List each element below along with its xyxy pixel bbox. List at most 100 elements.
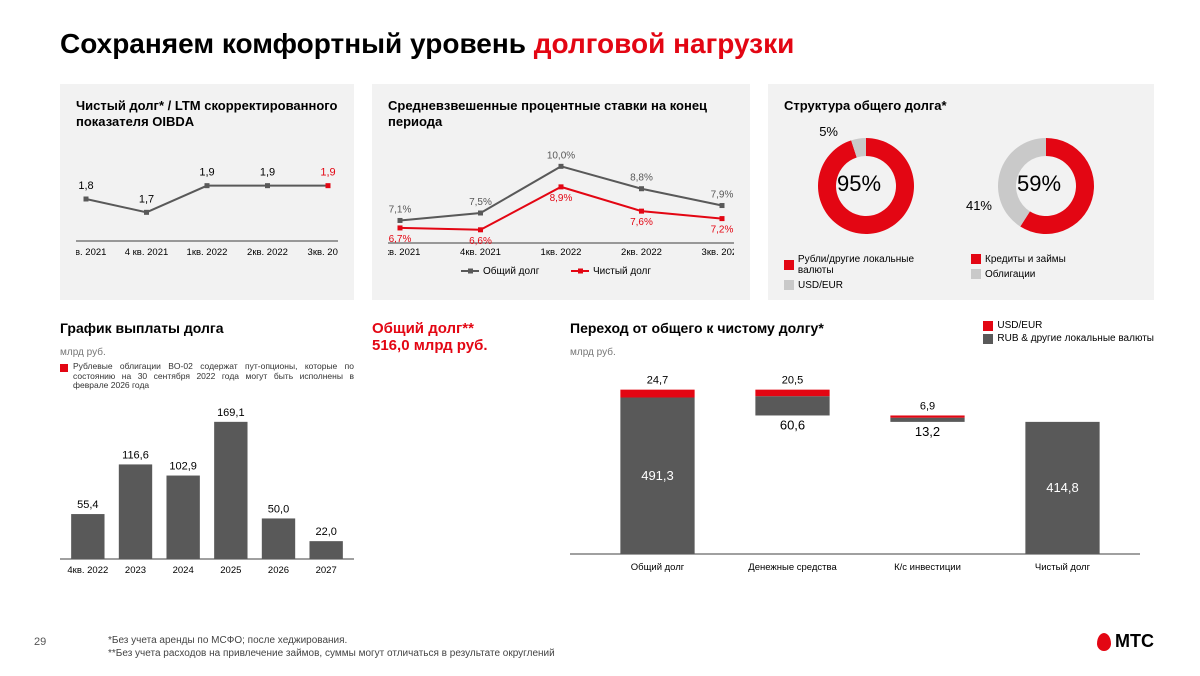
svg-text:13,2: 13,2 bbox=[915, 424, 940, 439]
svg-text:2кв. 2022: 2кв. 2022 bbox=[247, 247, 288, 258]
svg-text:К/с инвестиции: К/с инвестиции bbox=[894, 562, 961, 573]
svg-text:3кв. 2021: 3кв. 2021 bbox=[388, 247, 420, 258]
svg-text:414,8: 414,8 bbox=[1046, 480, 1079, 495]
donut-2-wrap: 41% 59% bbox=[964, 124, 1114, 244]
legend-item: USD/EUR bbox=[784, 280, 951, 291]
title-black: Сохраняем комфортный уровень bbox=[60, 28, 534, 59]
legend-item: Рубли/другие локальные валюты bbox=[784, 254, 951, 276]
svg-text:60,6: 60,6 bbox=[780, 417, 805, 432]
svg-text:22,0: 22,0 bbox=[315, 526, 336, 538]
svg-text:1,8: 1,8 bbox=[78, 180, 93, 192]
mts-logo: МТС bbox=[1097, 631, 1154, 652]
mts-logo-text: МТС bbox=[1115, 631, 1154, 652]
svg-text:7,5%: 7,5% bbox=[469, 197, 492, 208]
svg-text:169,1: 169,1 bbox=[217, 407, 245, 419]
panel5-legend: USD/EUR RUB & другие локальные валюты bbox=[983, 320, 1154, 358]
panel3-legend-row: Рубли/другие локальные валюты USD/EUR Кре… bbox=[784, 254, 1138, 291]
legend-label: USD/EUR bbox=[997, 320, 1042, 331]
svg-text:8,9%: 8,9% bbox=[550, 193, 573, 204]
svg-text:2кв. 2022: 2кв. 2022 bbox=[621, 247, 662, 258]
legend-swatch bbox=[971, 254, 981, 264]
panel4-note: Рублевые облигации BO-02 содержат пут-оп… bbox=[73, 362, 354, 391]
total-debt-callout: Общий долг** 516,0 млрд руб. bbox=[372, 320, 552, 581]
legend-label: Рубли/другие локальные валюты bbox=[798, 254, 951, 276]
panel4-title: График выплаты долга bbox=[60, 320, 354, 337]
legend-swatch bbox=[784, 260, 794, 270]
panel-debt-structure: Структура общего долга* 5% 95% 41% 59% Р… bbox=[768, 84, 1154, 300]
legend-label: Облигации bbox=[985, 269, 1035, 280]
svg-text:Общий долг: Общий долг bbox=[631, 562, 685, 573]
svg-text:8,8%: 8,8% bbox=[630, 173, 653, 184]
svg-text:55,4: 55,4 bbox=[77, 499, 98, 511]
svg-text:50,0: 50,0 bbox=[268, 504, 289, 516]
svg-text:3кв. 2022: 3кв. 2022 bbox=[308, 247, 338, 258]
footnote-1: *Без учета аренды по МСФО; после хеджиро… bbox=[108, 634, 555, 647]
svg-text:10,0%: 10,0% bbox=[547, 151, 575, 162]
panel3-title: Структура общего долга* bbox=[784, 98, 1138, 114]
svg-text:2026: 2026 bbox=[268, 565, 289, 576]
svg-text:1,9: 1,9 bbox=[320, 167, 335, 179]
panel1-title: Чистый долг* / LTM скорректированного по… bbox=[76, 98, 338, 129]
svg-text:6,6%: 6,6% bbox=[469, 236, 492, 247]
footnotes: *Без учета аренды по МСФО; после хеджиро… bbox=[108, 634, 555, 660]
panel-rates: Средневзвешенные процентные ставки на ко… bbox=[372, 84, 750, 300]
legend-swatch bbox=[971, 269, 981, 279]
svg-text:3кв. 2022: 3кв. 2022 bbox=[702, 247, 734, 258]
svg-text:1кв. 2022: 1кв. 2022 bbox=[541, 247, 582, 258]
svg-text:1,7: 1,7 bbox=[139, 194, 154, 206]
panel-bridge: Переход от общего к чистому долгу* млрд … bbox=[570, 320, 1154, 581]
legend-label: USD/EUR bbox=[798, 280, 843, 291]
legend-label: Кредиты и займы bbox=[985, 254, 1066, 265]
panel1-chart: 1,83кв. 20211,74 кв. 20211,91кв. 20221,9… bbox=[76, 139, 338, 269]
legend-item: USD/EUR bbox=[983, 320, 1042, 331]
svg-text:491,3: 491,3 bbox=[641, 468, 674, 483]
donut-2-center: 59% bbox=[1017, 171, 1061, 197]
svg-text:4кв. 2021: 4кв. 2021 bbox=[460, 247, 501, 258]
page-number: 29 bbox=[34, 636, 46, 648]
legend-item: Облигации bbox=[971, 269, 1138, 280]
panel-repayment-schedule: График выплаты долга млрд руб. Рублевые … bbox=[60, 320, 354, 581]
title-red: долговой нагрузки bbox=[534, 28, 795, 59]
svg-text:7,9%: 7,9% bbox=[711, 190, 734, 201]
svg-text:Денежные средства: Денежные средства bbox=[748, 562, 837, 573]
svg-text:7,2%: 7,2% bbox=[711, 225, 734, 236]
svg-text:6,7%: 6,7% bbox=[389, 234, 412, 245]
svg-text:24,7: 24,7 bbox=[647, 374, 668, 386]
svg-text:116,6: 116,6 bbox=[122, 450, 149, 462]
donut-1-center: 95% bbox=[837, 171, 881, 197]
svg-text:5%: 5% bbox=[819, 124, 838, 139]
panel4-note-row: Рублевые облигации BO-02 содержат пут-оп… bbox=[60, 362, 354, 391]
svg-text:41%: 41% bbox=[966, 198, 992, 213]
svg-text:2023: 2023 bbox=[125, 565, 146, 576]
svg-text:2024: 2024 bbox=[173, 565, 194, 576]
bottom-row: График выплаты долга млрд руб. Рублевые … bbox=[60, 320, 1154, 581]
svg-text:7,6%: 7,6% bbox=[630, 217, 653, 228]
svg-text:7,1%: 7,1% bbox=[389, 205, 412, 216]
total-debt-line2: 516,0 млрд руб. bbox=[372, 337, 552, 354]
svg-text:102,9: 102,9 bbox=[169, 461, 197, 473]
panel2-chart: 7,1% 7,5% 10,0% 8,8% 7,9% 6,7% 6,6% 8,9% 7,6% 7,2… bbox=[388, 139, 734, 279]
total-debt-line1: Общий долг** bbox=[372, 320, 552, 337]
svg-text:1,9: 1,9 bbox=[199, 167, 214, 179]
svg-text:3кв. 2021: 3кв. 2021 bbox=[76, 247, 106, 258]
svg-text:4кв. 2022: 4кв. 2022 bbox=[67, 565, 108, 576]
legend-swatch bbox=[784, 280, 794, 290]
panel5-chart: 24,7 491,3 Общий долг 20,5 60,6 Денежные сред… bbox=[570, 358, 1140, 578]
legend-item: Кредиты и займы bbox=[971, 254, 1138, 265]
panel5-subtitle: млрд руб. bbox=[570, 347, 824, 358]
panel-net-debt-ltm: Чистый долг* / LTM скорректированного по… bbox=[60, 84, 354, 300]
legend-item: RUB & другие локальные валюты bbox=[983, 333, 1154, 344]
svg-text:20,5: 20,5 bbox=[782, 374, 803, 386]
donut-group: 5% 95% 41% 59% bbox=[784, 124, 1138, 244]
panel4-note-marker bbox=[60, 364, 68, 372]
panel5-title: Переход от общего к чистому долгу* bbox=[570, 320, 824, 337]
svg-text:1кв. 2022: 1кв. 2022 bbox=[187, 247, 228, 258]
svg-text:Общий долг: Общий долг bbox=[483, 265, 540, 277]
svg-text:2025: 2025 bbox=[220, 565, 241, 576]
footnote-2: **Без учета расходов на привлечение займ… bbox=[108, 647, 555, 660]
svg-text:Чистый долг: Чистый долг bbox=[593, 266, 651, 277]
svg-text:1,9: 1,9 bbox=[260, 167, 275, 179]
legend-label: RUB & другие локальные валюты bbox=[997, 333, 1154, 344]
panel4-chart: 55,4 4кв. 2022 116,6 2023 102,9 2024 169,1 2025… bbox=[60, 391, 354, 581]
panel3-legend-right: Кредиты и займы Облигации bbox=[971, 254, 1138, 291]
